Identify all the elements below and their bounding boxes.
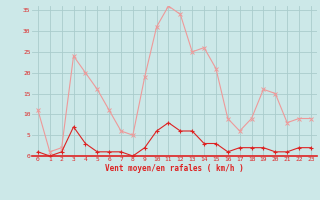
X-axis label: Vent moyen/en rafales ( km/h ): Vent moyen/en rafales ( km/h ) (105, 164, 244, 173)
